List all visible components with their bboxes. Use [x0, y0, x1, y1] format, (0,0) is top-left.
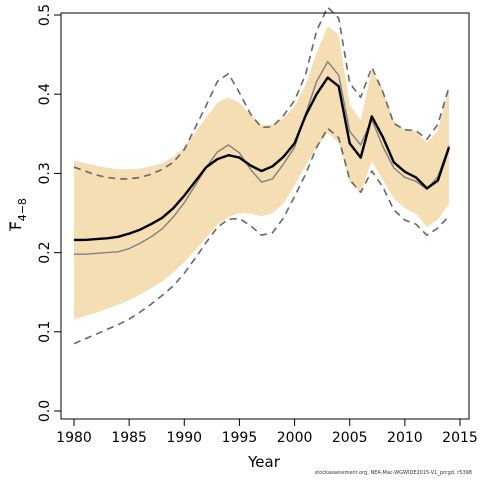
y-axis-label-main: F: [7, 221, 25, 230]
x-tick-label: 2005: [332, 430, 368, 446]
x-tick-label: 1985: [111, 430, 147, 446]
x-tick-label: 1995: [222, 430, 258, 446]
dashed-lower-line: [73, 127, 450, 345]
y-tick-label: 0.2: [37, 241, 53, 263]
gray-series-line: [74, 61, 450, 255]
svg-text:F4−8: F4−8: [7, 198, 29, 230]
x-tick-label: 2000: [277, 430, 313, 446]
plot-frame: [60, 12, 470, 420]
estimate-line: [74, 76, 451, 242]
series-lines-layer: [73, 6, 451, 345]
y-tick-label: 0.5: [37, 4, 53, 26]
confidence-band: [74, 26, 449, 320]
footer-credit: stockassessment.org, NEA-Mac-WGWIDE2015-…: [314, 470, 472, 476]
confidence-band-layer: [74, 26, 449, 320]
x-tick-label: 1980: [56, 430, 92, 446]
y-tick-label: 0.0: [37, 400, 53, 422]
y-tick-label: 0.1: [37, 321, 53, 343]
y-axis: 0.0 0.1 0.2 0.3 0.4 0.5: [37, 4, 61, 422]
y-axis-label-subscript: 4−8: [16, 198, 29, 221]
x-axis: 1980 1985 1990 1995 2000 2005 2010 2015: [56, 419, 478, 446]
y-axis-label: F4−8: [7, 198, 29, 231]
y-tick-label: 0.3: [37, 162, 53, 184]
x-tick-label: 2015: [442, 430, 478, 446]
x-tick-label: 1990: [166, 430, 202, 446]
x-axis-label: Year: [247, 453, 281, 471]
y-tick-label: 0.4: [37, 83, 53, 105]
x-tick-label: 2010: [387, 430, 423, 446]
dashed-upper-line: [73, 6, 450, 180]
